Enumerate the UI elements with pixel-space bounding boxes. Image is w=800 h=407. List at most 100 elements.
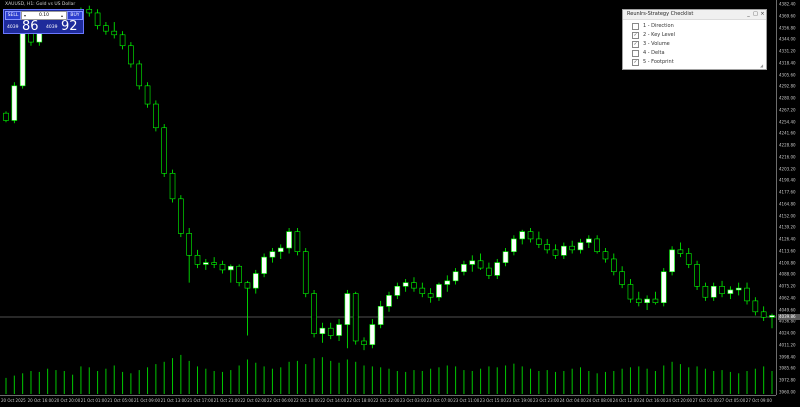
plus-icon[interactable]: ▴ bbox=[60, 13, 63, 18]
time-scale-label: 23 Oct 15:00 bbox=[479, 398, 506, 403]
resize-grip-icon[interactable]: ◢ bbox=[760, 63, 764, 68]
time-scale-label: 22 Oct 14:00 bbox=[320, 398, 347, 403]
minus-icon[interactable]: ▾ bbox=[23, 13, 26, 18]
bear-candle-body bbox=[103, 25, 109, 32]
volume-bar bbox=[563, 371, 565, 394]
close-icon[interactable]: × bbox=[760, 11, 765, 17]
price-scale-label: 4113.60 bbox=[779, 248, 796, 254]
checklist-titlebar[interactable]: ReunIrs-Strategy Checklist _ □ × bbox=[623, 10, 766, 20]
time-scale-label: 21 Oct 01:00 bbox=[80, 398, 107, 403]
price-scale-label: 4011.20 bbox=[779, 342, 796, 348]
volume-bar bbox=[363, 365, 365, 394]
checkbox-checked-icon[interactable]: ✓ bbox=[632, 59, 639, 66]
checkbox-checked-icon[interactable]: ✓ bbox=[632, 32, 639, 39]
bear-candle-body bbox=[352, 293, 359, 342]
checklist-item-label: 2 - Key Level bbox=[643, 32, 676, 38]
candle bbox=[677, 242, 684, 258]
bull-candle-body bbox=[228, 265, 234, 271]
time-scale-label: 23 Oct 07:00 bbox=[426, 398, 453, 403]
bear-candle-body bbox=[361, 340, 367, 345]
volume-bar bbox=[546, 370, 548, 394]
candle bbox=[486, 262, 492, 280]
price-scale[interactable]: 4382.40 4369.60 4356.80 4344.00 4331.20 4318.… bbox=[776, 0, 800, 395]
checklist-item-label: 3 - Volume bbox=[643, 41, 670, 47]
volume-bar bbox=[22, 373, 24, 394]
volume-bar bbox=[604, 371, 606, 394]
bear-candle-body bbox=[536, 238, 542, 245]
price-scale-label: 4228.80 bbox=[779, 142, 796, 148]
bear-candle-body bbox=[327, 327, 334, 336]
candle bbox=[361, 337, 367, 351]
bear-candle-body bbox=[153, 103, 159, 129]
candle bbox=[702, 282, 709, 301]
volume-bar bbox=[713, 371, 715, 394]
volume-bar bbox=[338, 362, 340, 394]
maximize-icon[interactable]: □ bbox=[753, 11, 758, 17]
checklist-item-label: 5 - Footprint bbox=[643, 59, 674, 65]
time-scale[interactable]: 20 Oct 2025 20 Oct 16:00 20 Oct 20:00 21 Oc… bbox=[0, 395, 776, 407]
volume-bar bbox=[688, 367, 690, 394]
time-scale-label: 24 Oct 16:00 bbox=[639, 398, 666, 403]
bull-candle-body bbox=[436, 284, 442, 298]
symbol-title: XAUUSD, H1: Gold vs US Dollar bbox=[5, 2, 76, 7]
candle bbox=[752, 297, 759, 316]
candle bbox=[660, 268, 667, 307]
time-scale-label: 21 Oct 09:00 bbox=[134, 398, 161, 403]
candle bbox=[211, 257, 217, 269]
bear-candle-body bbox=[760, 311, 767, 318]
candle bbox=[444, 275, 451, 292]
candle bbox=[252, 269, 259, 294]
volume-bar bbox=[754, 368, 756, 394]
candle bbox=[669, 246, 675, 276]
price-scale-label: 3960.00 bbox=[779, 389, 796, 395]
volume-bar bbox=[330, 360, 332, 394]
sell-button[interactable]: SELL bbox=[5, 11, 21, 20]
lot-size-field[interactable]: ▾ 0.10 ▴ bbox=[21, 11, 67, 20]
candle bbox=[635, 291, 642, 307]
candle bbox=[577, 238, 584, 254]
checkbox-checked-icon[interactable]: ✓ bbox=[632, 41, 639, 48]
bear-candle-body bbox=[685, 253, 692, 265]
volume-bar bbox=[130, 373, 132, 394]
candle bbox=[710, 282, 717, 301]
bear-candle-body bbox=[719, 285, 725, 294]
minimize-icon[interactable]: _ bbox=[747, 11, 750, 17]
time-scale-label: 27 Oct 01:00 bbox=[692, 398, 719, 403]
candle bbox=[611, 253, 617, 276]
volume-bar bbox=[213, 371, 215, 394]
candle bbox=[111, 22, 118, 39]
volume-bar bbox=[97, 371, 99, 394]
bear-candle-body bbox=[419, 287, 426, 294]
candle bbox=[186, 227, 192, 283]
checkbox-unchecked-icon[interactable] bbox=[632, 23, 639, 30]
bear-candle-body bbox=[302, 251, 309, 294]
bull-candle-body bbox=[394, 285, 401, 296]
bear-candle-body bbox=[236, 265, 242, 283]
volume-bar bbox=[255, 362, 257, 394]
candle bbox=[319, 322, 326, 343]
volume-bar bbox=[596, 373, 598, 394]
volume-bar bbox=[430, 368, 432, 394]
volume-bar bbox=[646, 368, 648, 394]
volume-bar bbox=[30, 371, 32, 394]
volume-bar bbox=[172, 358, 174, 394]
volume-bar bbox=[671, 361, 673, 394]
volume-bar bbox=[380, 367, 382, 394]
bear-candle-body bbox=[169, 173, 176, 200]
candle bbox=[169, 169, 176, 203]
candle bbox=[261, 253, 267, 278]
bull-candle-body bbox=[561, 245, 567, 256]
volume-bar bbox=[197, 366, 198, 394]
price-scale-label: 4152.00 bbox=[779, 213, 796, 219]
volume-bar bbox=[371, 366, 373, 394]
buy-button[interactable]: BUY bbox=[67, 11, 83, 20]
volume-bar bbox=[654, 371, 656, 394]
volume-bar bbox=[271, 368, 273, 394]
volume-bar bbox=[313, 358, 315, 394]
price-scale-label: 4356.80 bbox=[779, 25, 796, 30]
checkbox-unchecked-icon[interactable] bbox=[632, 50, 639, 57]
volume-bar bbox=[663, 365, 665, 394]
candle bbox=[203, 258, 209, 270]
candle bbox=[269, 248, 276, 263]
candle bbox=[419, 282, 426, 298]
